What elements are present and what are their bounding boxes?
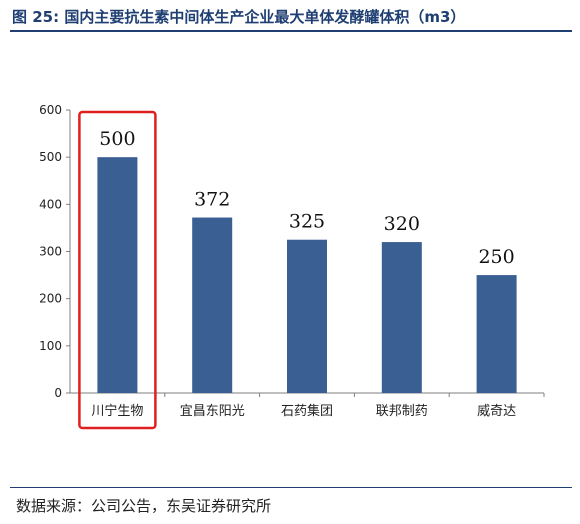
bar [381,242,422,393]
figure-title: 图 25: 国内主要抗生素中间体生产企业最大单体发酵罐体积（m3） [12,8,466,26]
data-label: 372 [194,189,230,211]
x-tick-label: 宜昌东阳光 [180,404,245,419]
x-tick-label: 石药集团 [281,403,333,419]
y-tick-label: 0 [54,386,62,400]
bar [287,239,327,393]
y-tick-label: 500 [39,150,62,164]
y-tick-label: 400 [39,197,62,211]
x-tick-label: 威奇达 [477,403,516,419]
data-label: 325 [289,211,325,233]
y-tick-label: 200 [39,292,62,306]
data-label: 500 [99,128,135,150]
data-label: 250 [478,246,514,268]
bar [192,217,233,393]
bar [97,157,138,393]
x-tick-label: 联邦制药 [376,404,428,419]
bar [476,275,517,393]
y-tick-label: 100 [39,339,62,353]
source-note: 数据来源：公司公告，东吴证券研究所 [16,497,272,515]
data-label: 320 [384,213,420,235]
x-tick-label: 川宁生物 [91,403,143,419]
title-rule [10,30,572,32]
source-rule [10,487,572,488]
y-tick-label: 600 [39,103,62,117]
y-tick-label: 300 [39,245,62,259]
highlight-box [78,110,157,430]
